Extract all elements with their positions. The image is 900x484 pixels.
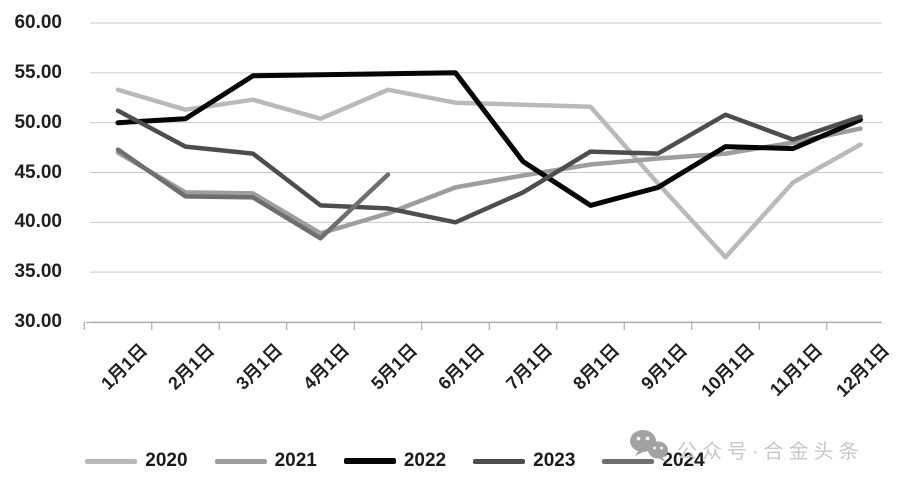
- chart-legend: 2020 2021 2022 2023 2024: [0, 450, 790, 472]
- series-line-2023: [115, 108, 863, 225]
- legend-label: 2020: [145, 450, 188, 471]
- legend-item-2020: 2020: [85, 450, 188, 472]
- y-axis-label: 55.00: [14, 61, 62, 83]
- legend-swatch: [602, 458, 655, 464]
- legend-swatch: [85, 458, 138, 464]
- series-line-2021: [115, 126, 863, 236]
- legend-swatch: [473, 458, 526, 464]
- legend-label: 2021: [274, 450, 317, 471]
- series-line-2022: [115, 70, 863, 208]
- y-axis-label: 60.00: [14, 12, 62, 33]
- y-axis-label: 45.00: [14, 161, 62, 183]
- legend-label: 2024: [662, 450, 705, 471]
- series-line-2020: [115, 87, 863, 260]
- legend-item-2022: 2022: [343, 450, 447, 472]
- y-axis-label: 50.00: [14, 111, 62, 133]
- legend-label: 2022: [403, 450, 447, 471]
- y-axis-label: 35.00: [14, 261, 62, 283]
- series-line-2024: [115, 147, 391, 241]
- legend-item-2024: 2024: [602, 450, 705, 472]
- wechat-icon: [630, 430, 668, 462]
- y-axis-label: 30.00: [14, 311, 62, 332]
- y-axis-label: 40.00: [14, 211, 62, 233]
- watermark: 公众号·合金头条: [629, 428, 864, 464]
- legend-item-2023: 2023: [473, 450, 575, 472]
- legend-item-2021: 2021: [214, 450, 317, 472]
- legend-swatch: [343, 458, 396, 464]
- watermark-text: 公众号·合金头条: [677, 441, 864, 463]
- legend-label: 2023: [533, 450, 576, 471]
- legend-swatch: [214, 458, 267, 464]
